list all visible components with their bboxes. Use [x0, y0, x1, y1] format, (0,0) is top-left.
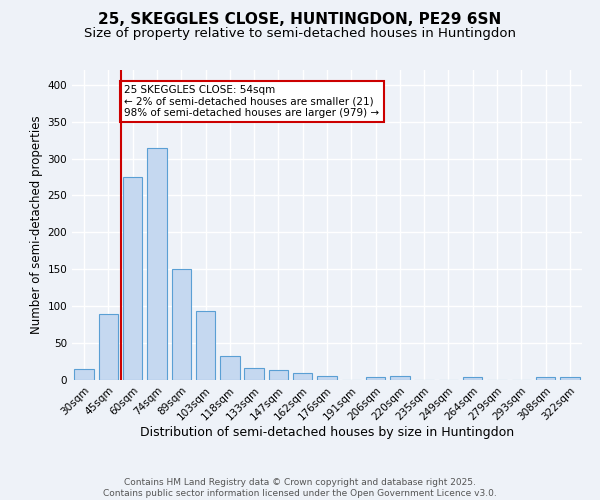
Text: Size of property relative to semi-detached houses in Huntingdon: Size of property relative to semi-detach… — [84, 28, 516, 40]
Bar — [317, 376, 337, 380]
Bar — [536, 377, 555, 380]
Bar — [123, 177, 142, 380]
Text: 25, SKEGGLES CLOSE, HUNTINGDON, PE29 6SN: 25, SKEGGLES CLOSE, HUNTINGDON, PE29 6SN — [98, 12, 502, 28]
Bar — [269, 370, 288, 380]
Bar — [366, 377, 385, 380]
Text: 25 SKEGGLES CLOSE: 54sqm
← 2% of semi-detached houses are smaller (21)
98% of se: 25 SKEGGLES CLOSE: 54sqm ← 2% of semi-de… — [124, 85, 379, 118]
Bar — [99, 314, 118, 380]
Bar — [196, 312, 215, 380]
Bar — [147, 148, 167, 380]
Bar — [390, 376, 410, 380]
Bar — [560, 377, 580, 380]
Bar — [74, 369, 94, 380]
Bar — [244, 368, 264, 380]
Y-axis label: Number of semi-detached properties: Number of semi-detached properties — [30, 116, 43, 334]
Bar — [463, 377, 482, 380]
X-axis label: Distribution of semi-detached houses by size in Huntingdon: Distribution of semi-detached houses by … — [140, 426, 514, 439]
Bar — [172, 270, 191, 380]
Bar — [293, 372, 313, 380]
Text: Contains HM Land Registry data © Crown copyright and database right 2025.
Contai: Contains HM Land Registry data © Crown c… — [103, 478, 497, 498]
Bar — [220, 356, 239, 380]
